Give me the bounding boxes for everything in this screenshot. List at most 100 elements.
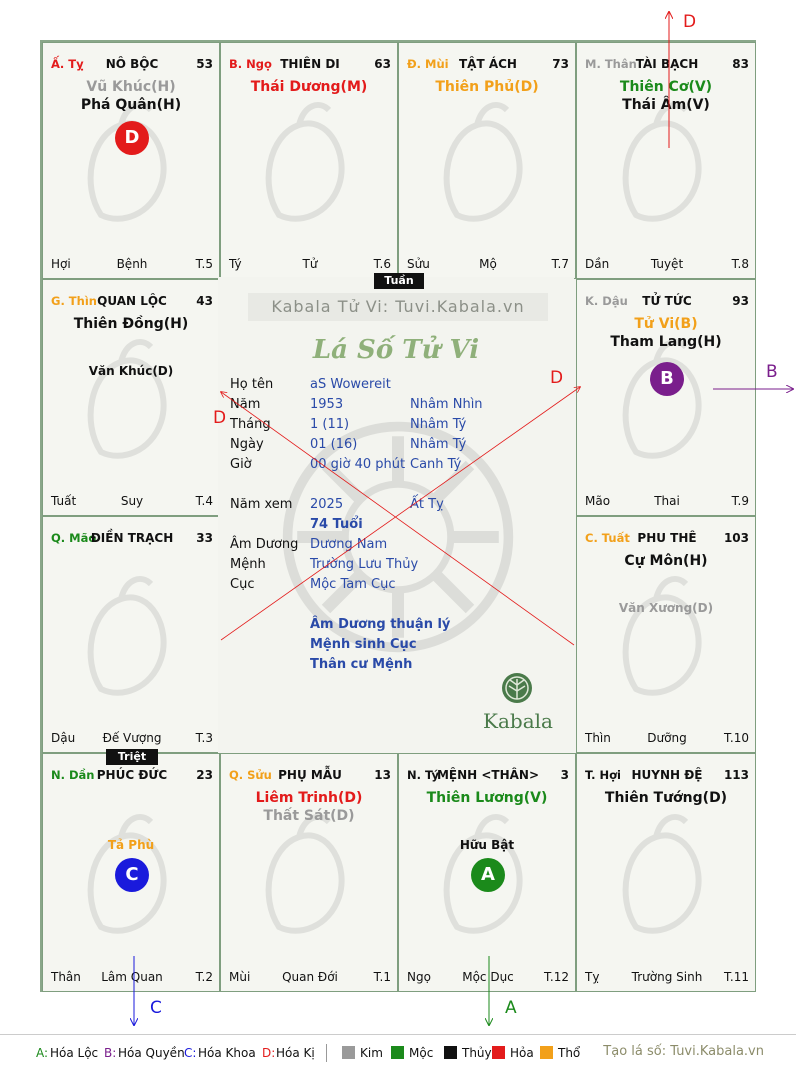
palace-footer: Tỵ Trường Sinh T.11	[585, 970, 749, 984]
legend-hoa-letter: C:	[184, 1046, 197, 1060]
footer-right: T.5	[195, 257, 213, 271]
can-chi-label: C. Tuất	[585, 531, 630, 545]
triet-tag: Triệt	[106, 749, 158, 765]
palace-name: PHÚC ĐỨC	[96, 768, 168, 782]
palace-footer: Thân Lâm Quan T.2	[51, 970, 213, 984]
arrow-top-label: D	[683, 12, 697, 32]
can-chi-label: T. Hợi	[585, 768, 621, 782]
chart-title: Lá Số Tử Vi	[312, 335, 480, 365]
pig-zodiac-icon	[622, 814, 702, 934]
major-star: Thiên Phủ(D)	[435, 79, 539, 95]
footer-right: T.7	[551, 257, 569, 271]
monkey-zodiac-icon	[622, 102, 702, 222]
footer-center: Mộc Dục	[462, 970, 514, 984]
footer-center: Dưỡng	[647, 731, 687, 745]
rooster-zodiac-icon	[622, 339, 702, 459]
palace-suu-ox[interactable]: Q. Sửu PHỤ MẪU 13 Liêm Trinh(D) Thất Sát(D) M…	[220, 753, 398, 992]
center-panel: Kabala Tử Vi: Tuvi.Kabala.vn Lá Số Tử Vi…	[218, 277, 574, 753]
palace-header: Q. Mão ĐIỀN TRẠCH 33	[51, 531, 213, 547]
palace-name: TÀI BẠCH	[635, 57, 699, 71]
palace-tuat-dog[interactable]: C. Tuất PHU THÊ 103 Cự Môn(H) Văn Xương(D) Th…	[576, 516, 756, 753]
info-value: 01 (16)	[310, 437, 358, 452]
info-value: 00 giờ 40 phút	[310, 457, 406, 472]
palace-dau-rooster[interactable]: K. Dậu TỬ TỨC 93 Tử Vi(B) Tham Lang(H) B Mão Th…	[576, 279, 756, 516]
can-chi-label: Ấ. Tỵ	[51, 57, 84, 71]
can-chi-label: Q. Sửu	[229, 768, 272, 782]
dragon-zodiac-icon	[87, 339, 167, 459]
legend-divider	[326, 1044, 327, 1062]
palace-mao-cat[interactable]: Q. Mão ĐIỀN TRẠCH 33 Dậu Đế Vượng T.3	[42, 516, 220, 753]
minor-star: Văn Khúc(D)	[88, 364, 174, 378]
legend-hoa-letter: A:	[36, 1046, 49, 1060]
major-star: Thiên Tướng(D)	[604, 790, 728, 806]
info-note: Âm Dương thuận lý	[310, 617, 451, 632]
footer-right: T.12	[544, 970, 569, 984]
cross-left-label: D	[213, 408, 227, 428]
palace-footer: Tý Tử T.6	[229, 257, 391, 271]
tiger-zodiac-icon	[87, 814, 167, 934]
palace-header: Ấ. Tỵ NÔ BỘC 53	[51, 57, 213, 73]
palace-ty-snake[interactable]: Ấ. Tỵ NÔ BỘC 53 Vũ Khúc(H) Phá Quân(H) D Hợi Bệ…	[42, 42, 220, 279]
arrow-bottom-right-label: A	[505, 998, 517, 1018]
palace-mui-goat[interactable]: Đ. Mùi TẬT ÁCH 73 Thiên Phủ(D) Sửu Mộ T.7	[398, 42, 576, 279]
hoa-badge-d[interactable]: D	[115, 121, 149, 155]
horse-zodiac-icon	[265, 102, 345, 222]
palace-header: N. Tý MỆNH <THÂN> 3	[407, 768, 569, 784]
palace-header: C. Tuất PHU THÊ 103	[585, 531, 749, 547]
footer-center: Mộ	[479, 257, 497, 271]
palace-footer: Mão Thai T.9	[585, 494, 749, 508]
palace-name: MỆNH <THÂN>	[436, 768, 540, 782]
legend-hoa-text: Hóa Kị	[276, 1046, 315, 1060]
info-label: Giờ	[230, 457, 252, 472]
palace-ngo-horse[interactable]: B. Ngọ THIÊN DI 63 Thái Dương(M) Tý Tử T.6	[220, 42, 398, 279]
can-chi-label: N. Tý	[407, 768, 439, 782]
info-label: Tháng	[230, 417, 271, 432]
palace-footer: Ngọ Mộc Dục T.12	[407, 970, 569, 984]
footer-left: Tỵ	[585, 970, 600, 984]
cat-zodiac-icon	[87, 576, 167, 696]
palace-ty-rat[interactable]: N. Tý MỆNH <THÂN> 3 Thiên Lương(V) Hữu Bật A N…	[398, 753, 576, 992]
hoa-badge-b[interactable]: B	[650, 362, 684, 396]
legend-hoa-text: Hóa Quyền	[118, 1046, 185, 1060]
info-note: Mệnh sinh Cục	[310, 637, 417, 652]
palace-number: 23	[196, 768, 213, 782]
hoa-badge-a[interactable]: A	[471, 858, 505, 892]
legend-element-text: Thổ	[558, 1046, 581, 1060]
palace-footer: Sửu Mộ T.7	[407, 257, 569, 271]
info-label: Âm Dương	[230, 537, 299, 552]
major-star: Thiên Cơ(V)	[619, 79, 713, 95]
palace-header: G. Thìn QUAN LỘC 43	[51, 294, 213, 310]
info-label: Cục	[230, 577, 255, 592]
age-value: 74 Tuổi	[310, 517, 363, 532]
palace-header: B. Ngọ THIÊN DI 63	[229, 57, 391, 73]
rat-zodiac-icon	[443, 814, 523, 934]
palace-header: Đ. Mùi TẬT ÁCH 73	[407, 57, 569, 73]
palace-thin-dragon[interactable]: G. Thìn QUAN LỘC 43 Thiên Đồng(H) Văn Khúc(D…	[42, 279, 220, 516]
minor-star: Hữu Bật	[459, 838, 515, 852]
tuan-tag: Tuần	[374, 273, 424, 289]
footer-left: Thìn	[585, 731, 611, 745]
palace-number: 83	[732, 57, 749, 71]
info-extra: Nhâm Tý	[410, 417, 467, 432]
info-value: aS Wowereit	[310, 377, 391, 392]
major-star: Liêm Trinh(D)	[255, 790, 363, 806]
footer-right: T.1	[373, 970, 391, 984]
palace-name: NÔ BỘC	[105, 57, 159, 71]
palace-than-monkey[interactable]: M. Thân TÀI BẠCH 83 Thiên Cơ(V) Thái Âm(V) Dầ…	[576, 42, 756, 279]
palace-name: PHỤ MẪU	[278, 768, 342, 782]
palace-header: M. Thân TÀI BẠCH 83	[585, 57, 749, 73]
footer-center: Quan Đới	[282, 970, 338, 984]
palace-hoi-pig[interactable]: T. Hợi HUYNH ĐỆ 113 Thiên Tướng(D) Tỵ Trường …	[576, 753, 756, 992]
legend-hoa-letter: B:	[104, 1046, 117, 1060]
hoa-badge-c[interactable]: C	[115, 858, 149, 892]
legend-color-swatch	[342, 1046, 355, 1059]
palace-dan-tiger[interactable]: N. Dần PHÚC ĐỨC 23 Tả Phù C Thân Lâm Quan T.2	[42, 753, 220, 992]
footer-right: T.4	[195, 494, 213, 508]
can-chi-label: K. Dậu	[585, 294, 628, 308]
palace-number: 33	[196, 531, 213, 545]
can-chi-label: M. Thân	[585, 57, 637, 71]
palace-number: 113	[723, 768, 749, 782]
palace-name: HUYNH ĐỆ	[631, 768, 703, 782]
legend-element-text: Mộc	[409, 1046, 434, 1060]
logo-text: Kabala	[483, 709, 553, 733]
